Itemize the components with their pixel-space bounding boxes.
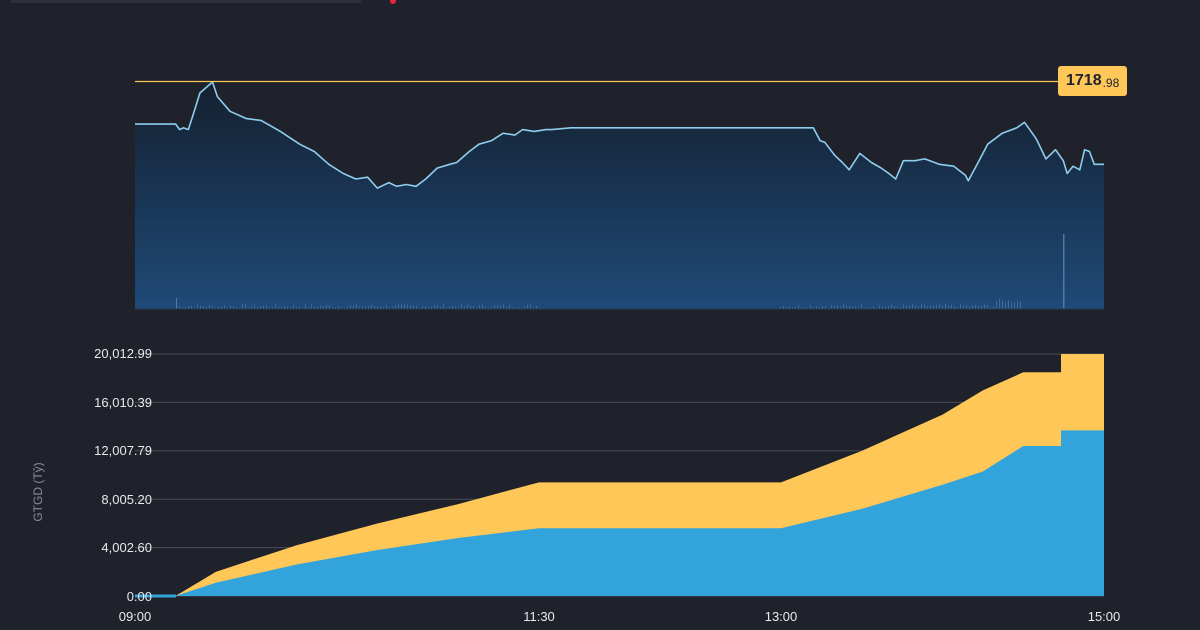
x-tick: 15:00: [1087, 609, 1121, 624]
y-tick: 4,002.60: [101, 540, 152, 555]
y-tick: 0.00: [126, 589, 152, 604]
reference-price-label: 1718 .98: [1058, 66, 1128, 96]
x-tick: 13:00: [764, 609, 798, 624]
y-tick: 16,010.39: [94, 395, 152, 410]
y-tick: 20,012.99: [94, 346, 152, 361]
brand-mark: [390, 0, 396, 4]
y-axis-label: GTGD (Tỷ): [31, 462, 45, 522]
reference-price-dec: .98: [1102, 75, 1120, 90]
y-tick: 12,007.79: [94, 443, 152, 458]
y-tick: 8,005.20: [101, 492, 152, 507]
reference-price-int: 1718: [1066, 72, 1102, 89]
trading-value-chart: [135, 353, 1104, 598]
x-tick: 09:00: [118, 609, 152, 624]
x-tick: 11:30: [523, 609, 555, 624]
price-chart: [135, 80, 1104, 310]
top-strip: [10, 0, 362, 3]
volume-bars: [176, 234, 1065, 309]
